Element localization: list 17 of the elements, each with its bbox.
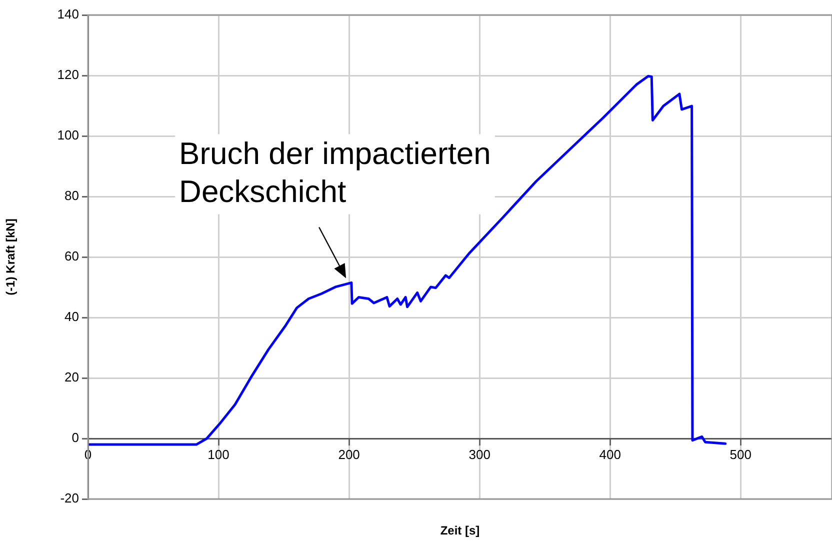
x-tick-label: 400 [599, 446, 621, 462]
y-tick-label: 0 [72, 430, 79, 446]
x-tick-label: 300 [468, 446, 490, 462]
y-tick-label: 20 [64, 370, 79, 385]
x-tick-label: 100 [208, 446, 230, 462]
y-tick-label: 80 [64, 188, 79, 204]
x-tick-label: 500 [730, 446, 752, 462]
x-tick-label: 200 [338, 446, 360, 462]
y-axis-title: (-1) Kraft [kN] [4, 218, 18, 296]
annotation: Bruch der impactierten Deckschicht [179, 136, 491, 210]
y-tick-label: 120 [57, 67, 79, 82]
y-tick-label: 100 [57, 128, 79, 143]
x-axis-title: Zeit [s] [440, 523, 480, 538]
y-tick-label: 60 [64, 248, 79, 264]
y-tick-label: 40 [64, 309, 79, 324]
y-tick-label: -20 [60, 490, 79, 506]
y-tick-label: 140 [57, 6, 79, 22]
